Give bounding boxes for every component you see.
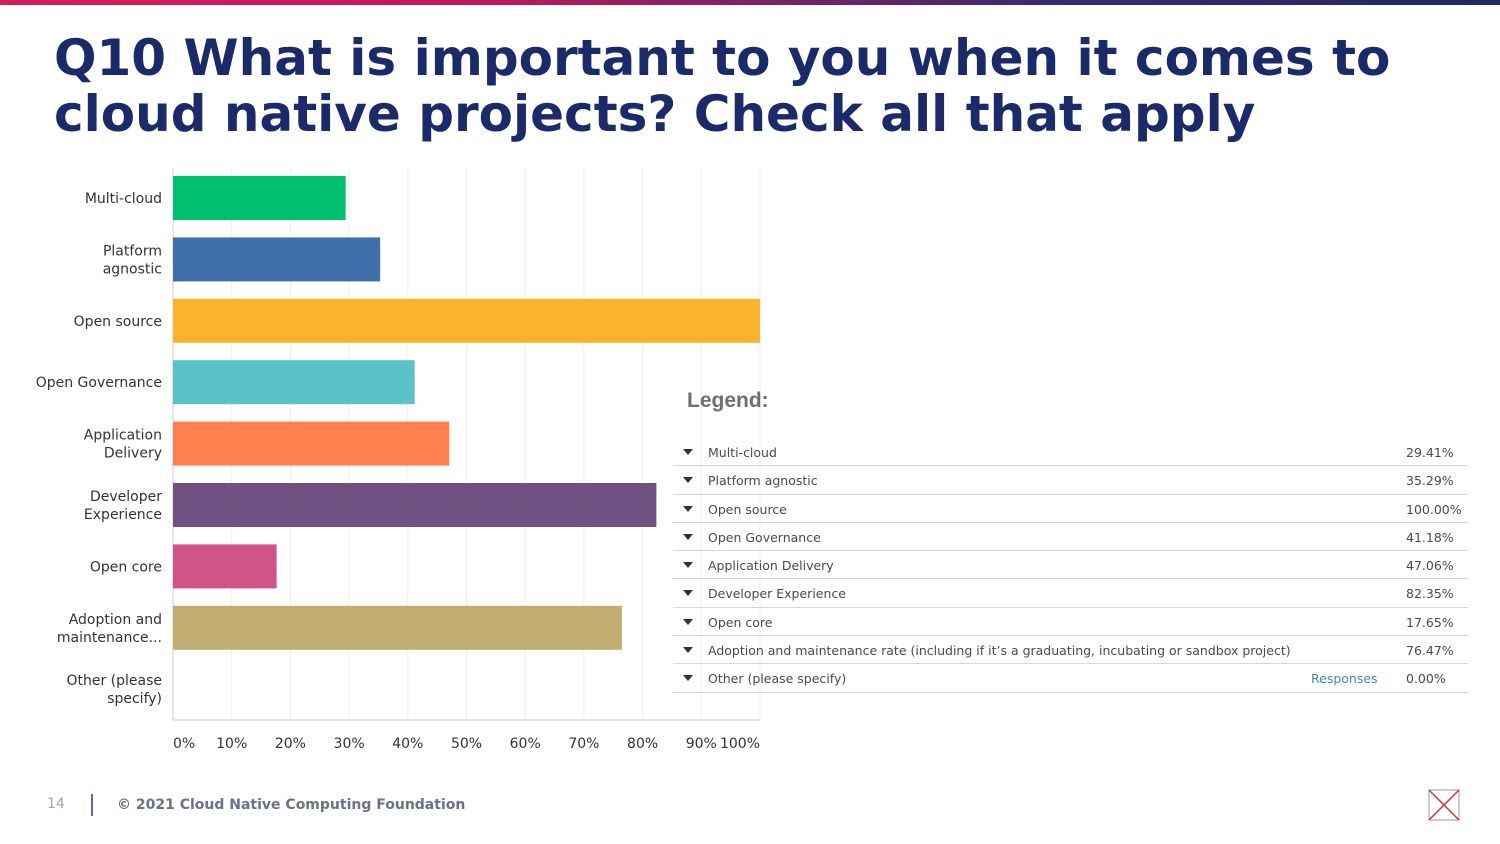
bar	[173, 237, 381, 282]
legend-row-value: 41.18%	[1406, 529, 1454, 545]
bar	[173, 298, 760, 343]
category-label: Adoption and maintenance...	[57, 612, 162, 646]
legend-row[interactable]: Adoption and maintenance rate (including…	[673, 636, 1468, 665]
legend-row-label: Other (please specify)	[708, 671, 847, 687]
legend-row-label: Open core	[708, 614, 773, 630]
legend-row-label: Developer Experience	[708, 586, 846, 602]
x-tick-label: 100%	[720, 736, 760, 752]
legend-row-value: 17.65%	[1406, 614, 1454, 630]
legend-table: Multi-cloud 29.41% Platform agnostic 35.29%…	[673, 438, 1468, 693]
legend-row[interactable]: Application Delivery 47.06%	[673, 551, 1468, 580]
legend-row-label: Open source	[708, 501, 787, 517]
legend-row-value: 29.41%	[1406, 445, 1454, 460]
legend-row-value: 35.29%	[1406, 473, 1454, 489]
x-tick-label: 10%	[216, 736, 247, 752]
bar	[173, 605, 622, 650]
responses-link[interactable]: Responses	[1311, 671, 1378, 687]
x-tick-label: 40%	[392, 736, 423, 752]
bar	[173, 176, 346, 220]
x-tick-label: 90%	[686, 736, 717, 752]
page-number: 14	[47, 796, 65, 812]
legend-row[interactable]: Developer Experience 82.35%	[673, 579, 1468, 608]
legend-row-value: 47.06%	[1406, 558, 1454, 574]
slide-title: Q10 What is important to you when it com…	[54, 29, 1391, 143]
category-label: Application Delivery	[84, 428, 162, 462]
legend-row-value: 76.47%	[1406, 643, 1454, 659]
category-label: Other (please specify)	[66, 673, 162, 707]
category-label: Open source	[74, 314, 162, 330]
footer-divider	[91, 794, 93, 816]
x-tick-label: 60%	[510, 736, 541, 752]
top-accent-bar	[0, 0, 1500, 5]
footer-copyright: © 2021 Cloud Native Computing Foundation	[117, 797, 466, 813]
x-tick-label: 50%	[451, 736, 482, 752]
legend-row-value: 100.00%	[1406, 501, 1462, 517]
legend-row-value: 82.35%	[1406, 586, 1454, 602]
category-label: Open Governance	[36, 375, 162, 391]
category-label: Developer Experience	[84, 489, 162, 523]
bar	[173, 544, 277, 589]
caret-down-icon[interactable]	[683, 533, 693, 540]
caret-down-icon[interactable]	[683, 590, 693, 597]
x-tick-label: 80%	[627, 736, 658, 752]
legend-row[interactable]: Multi-cloud 29.41%	[673, 438, 1468, 467]
caret-down-icon[interactable]	[683, 562, 693, 569]
caret-down-icon[interactable]	[683, 675, 693, 682]
category-label: Open core	[90, 559, 162, 575]
x-tick-label: 0%	[173, 736, 195, 752]
legend-row[interactable]: Platform agnostic 35.29%	[673, 466, 1468, 495]
legend-row[interactable]: Open Governance 41.18%	[673, 523, 1468, 552]
x-tick-label: 20%	[275, 736, 306, 752]
legend-row-label: Application Delivery	[708, 558, 834, 574]
x-tick-label: 30%	[334, 736, 365, 752]
bar	[173, 483, 657, 527]
legend-row[interactable]: Open source 100.00%	[673, 495, 1468, 523]
caret-down-icon[interactable]	[683, 618, 693, 625]
bar	[173, 421, 450, 466]
legend-row-label: Adoption and maintenance rate (including…	[708, 643, 1291, 659]
caret-down-icon[interactable]	[683, 505, 693, 512]
legend-title: Legend:	[687, 389, 769, 412]
bar	[173, 360, 415, 405]
caret-down-icon[interactable]	[683, 477, 693, 484]
broken-image-icon	[1428, 789, 1460, 821]
caret-down-icon[interactable]	[683, 647, 693, 654]
legend-row[interactable]: Open core 17.65%	[673, 608, 1468, 637]
x-tick-label: 70%	[568, 736, 599, 752]
category-label: Multi-cloud	[85, 191, 162, 207]
legend-row-label: Multi-cloud	[708, 445, 777, 460]
legend-row[interactable]: Other (please specify) Responses 0.00%	[673, 664, 1468, 693]
caret-down-icon[interactable]	[683, 449, 693, 455]
legend-row-value: 0.00%	[1406, 671, 1446, 687]
category-label: Platform agnostic	[103, 243, 162, 277]
legend-row-label: Platform agnostic	[708, 473, 818, 489]
legend-row-label: Open Governance	[708, 529, 821, 545]
